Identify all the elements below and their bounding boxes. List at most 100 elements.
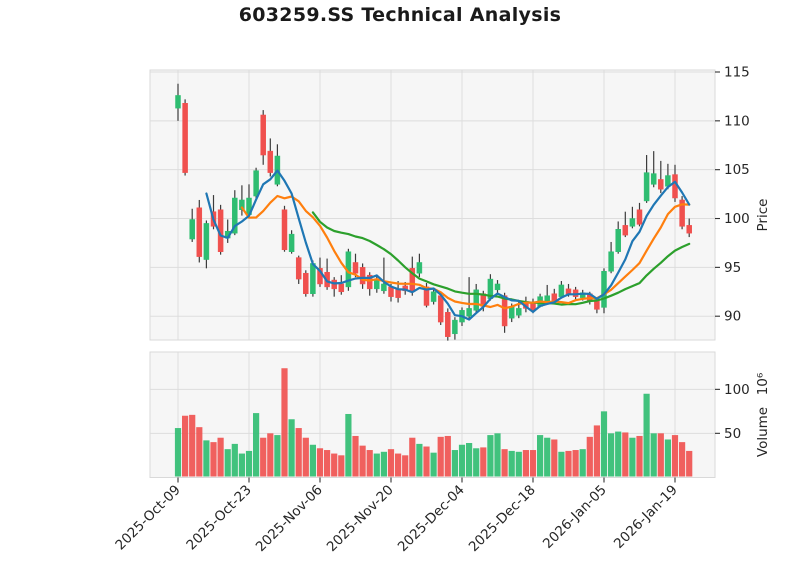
x-tick-label: 2025-Nov-06 bbox=[253, 482, 326, 555]
volume-bar bbox=[387, 449, 395, 477]
candle-body bbox=[239, 199, 245, 210]
price-axis-label: Price bbox=[755, 199, 771, 232]
candle-body bbox=[686, 225, 692, 234]
candle-body bbox=[437, 295, 444, 323]
volume-bar bbox=[480, 447, 487, 477]
candle-body bbox=[203, 223, 210, 260]
volume-bar bbox=[544, 437, 551, 477]
volume-bar bbox=[622, 432, 629, 477]
volume-bar bbox=[260, 437, 267, 477]
volume-bar bbox=[451, 450, 458, 477]
candle-body bbox=[260, 114, 266, 156]
candle-body bbox=[175, 95, 181, 109]
volume-bar bbox=[558, 451, 565, 477]
volume-bar bbox=[458, 444, 466, 477]
x-tick-label: 2025-Nov-20 bbox=[324, 482, 397, 555]
volume-bar bbox=[245, 450, 253, 477]
candle-body bbox=[381, 283, 387, 292]
volume-bar bbox=[409, 437, 416, 477]
volume-bar bbox=[359, 445, 366, 477]
candle-body bbox=[615, 229, 621, 252]
volume-bar bbox=[615, 431, 622, 477]
volume-bar bbox=[508, 450, 515, 477]
candle-body bbox=[494, 283, 501, 291]
volume-bar bbox=[522, 450, 529, 477]
volume-bar bbox=[636, 435, 643, 477]
candle-body bbox=[629, 218, 636, 227]
volume-bar bbox=[338, 455, 345, 477]
x-tick-label: 2026-Jan-19 bbox=[611, 482, 681, 552]
x-tick-label: 2025-Dec-18 bbox=[466, 482, 539, 555]
candle-body bbox=[650, 173, 657, 185]
volume-bar bbox=[174, 428, 182, 477]
candle-body bbox=[658, 179, 664, 190]
candle-body bbox=[416, 262, 423, 274]
candle-body bbox=[473, 289, 479, 311]
volume-bar bbox=[196, 427, 203, 477]
price-tick-label: 110 bbox=[724, 113, 750, 129]
x-tick-label: 2025-Oct-09 bbox=[112, 482, 183, 553]
volume-bar bbox=[302, 437, 309, 477]
volume-bar bbox=[224, 449, 231, 477]
volume-bar bbox=[473, 448, 480, 477]
volume-bar bbox=[295, 428, 302, 477]
volume-bar bbox=[501, 449, 508, 477]
volume-bar bbox=[182, 415, 189, 477]
volume-tick-label: 50 bbox=[724, 426, 741, 442]
volume-bar bbox=[316, 448, 324, 477]
x-tick-label: 2025-Oct-23 bbox=[183, 482, 254, 553]
volume-bar bbox=[600, 411, 608, 477]
volume-bar bbox=[210, 442, 217, 477]
candle-body bbox=[430, 291, 437, 302]
candle-body bbox=[501, 295, 508, 327]
volume-bar bbox=[565, 450, 572, 477]
price-tick-label: 105 bbox=[724, 162, 750, 178]
volume-bar bbox=[444, 435, 451, 477]
candle-body bbox=[352, 262, 359, 274]
candle-body bbox=[366, 274, 373, 290]
candle-body bbox=[281, 209, 288, 251]
gridlines bbox=[150, 70, 715, 478]
volume-bar bbox=[487, 435, 494, 477]
price-tick-label: 100 bbox=[724, 211, 750, 227]
volume-bar bbox=[345, 413, 352, 477]
volume-bar bbox=[572, 450, 579, 477]
volume-bar bbox=[253, 413, 260, 477]
volume-bar bbox=[309, 444, 316, 477]
candle-body bbox=[601, 271, 607, 308]
volume-bar bbox=[586, 436, 593, 477]
price-tick-label: 95 bbox=[724, 260, 741, 276]
volume-bar bbox=[324, 450, 331, 477]
volume-bar bbox=[650, 433, 657, 477]
volume-bar bbox=[671, 435, 679, 477]
volume-bar bbox=[657, 433, 664, 477]
candle-body bbox=[452, 319, 458, 335]
candle-body bbox=[295, 257, 302, 280]
ma20-line bbox=[311, 211, 691, 306]
candle-body bbox=[196, 207, 203, 257]
candle-body bbox=[679, 199, 685, 227]
candle-body bbox=[303, 272, 309, 294]
volume-bar bbox=[664, 439, 671, 477]
candle-body bbox=[636, 209, 643, 225]
volume-bar bbox=[267, 433, 274, 477]
volume-bar bbox=[515, 451, 522, 477]
volume-bar bbox=[288, 419, 295, 477]
volume-bars bbox=[174, 368, 693, 477]
volume-bar bbox=[366, 450, 373, 477]
volume-bar bbox=[679, 442, 686, 477]
candle-body bbox=[558, 284, 565, 297]
volume-tick-label: 100 bbox=[724, 382, 750, 398]
volume-bar bbox=[686, 450, 693, 477]
volume-bar bbox=[380, 451, 387, 477]
volume-bar bbox=[373, 453, 380, 477]
volume-bar bbox=[437, 436, 444, 477]
volume-bar bbox=[274, 435, 281, 477]
candle-body bbox=[643, 172, 650, 202]
volume-bar bbox=[395, 453, 402, 477]
volume-bar bbox=[416, 443, 423, 477]
candle-body bbox=[310, 263, 316, 294]
volume-bar bbox=[331, 453, 338, 477]
candle-body bbox=[253, 170, 259, 197]
